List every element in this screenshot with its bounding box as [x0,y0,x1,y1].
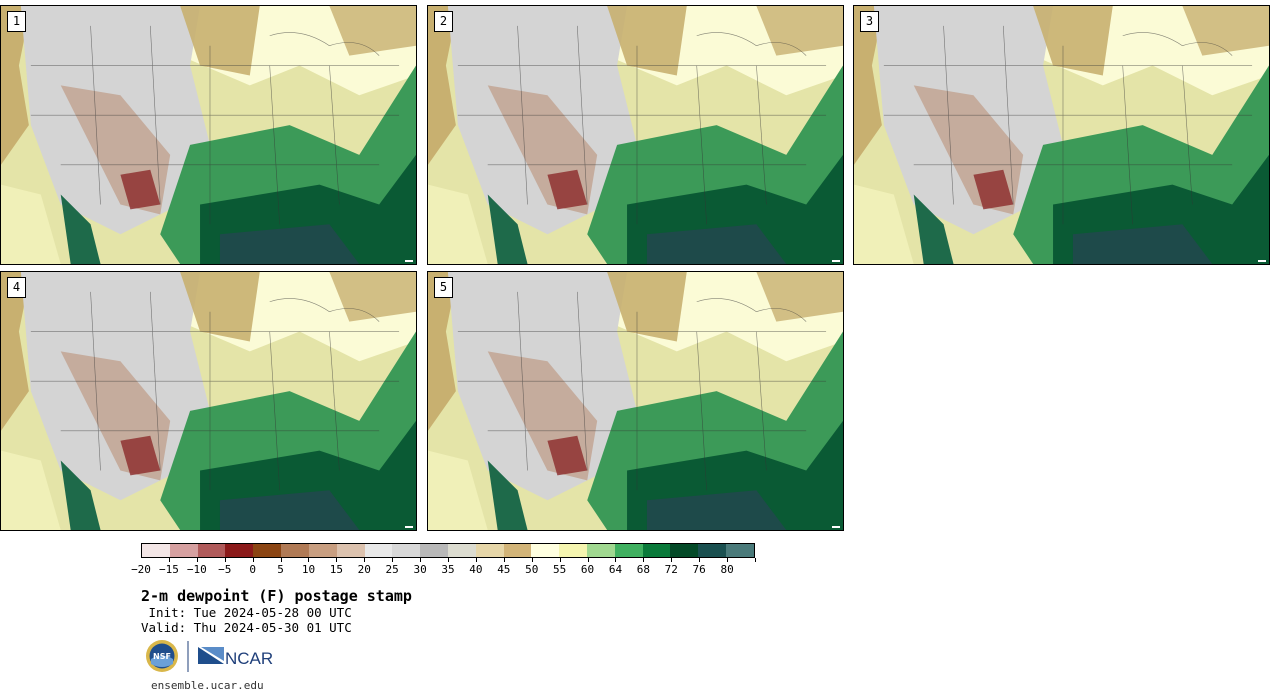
colorbar-tick-label: 72 [664,563,678,576]
ncar-text: NCAR [225,649,273,668]
map-panel-5: 5 [427,271,844,531]
colorbar-swatch [670,544,699,557]
corner-mark [405,260,413,262]
colorbar-tick [615,558,617,562]
dewpoint-map [1,272,416,530]
colorbar-swatch [559,544,587,557]
dewpoint-map [1,6,416,264]
colorbar-tick [727,558,729,562]
corner-mark [1258,260,1266,262]
colorbar-tick [643,558,645,562]
colorbar-tick-label: 45 [497,563,511,576]
corner-mark [832,526,840,528]
panel-number-label: 1 [7,11,26,32]
colorbar-swatch [420,544,448,557]
colorbar-tick [224,558,226,562]
colorbar-tick [392,558,394,562]
colorbar-tick-label: 30 [413,563,427,576]
colorbar-tick-label: 5 [277,563,284,576]
nsf-text: NSF [153,652,171,661]
logos: NSF NCAR [145,638,275,674]
colorbar-ticks: −20 −15 −10 −5 0 5 10 15 20 25 30 35 40 45 50 55 60 64 68 7… [131,558,756,578]
colorbar-tick-label: 25 [385,563,399,576]
colorbar-tick [196,558,198,562]
colorbar-swatch [447,544,476,557]
colorbar-tick-label: −15 [158,563,179,576]
page-title: 2-m dewpoint (F) postage stamp [141,587,412,605]
colorbar-swatch [169,544,198,557]
colorbar-swatch [281,544,309,557]
dewpoint-map [428,6,843,264]
panel-number-label: 5 [434,277,453,298]
colorbar-tick-label: 10 [301,563,316,576]
colorbar-tick-label: 15 [329,563,343,576]
colorbar-tick-label: 0 [249,563,256,576]
colorbar-tick-label: 50 [525,563,539,576]
colorbar-tick [280,558,282,562]
colorbar-swatch [336,544,365,557]
colorbar-swatch [614,544,643,557]
colorbar-tick [699,558,701,562]
colorbar-tick-label: 40 [469,563,483,576]
map-panel-3: 3 [853,5,1270,265]
colorbar-tick-label: −20 [131,563,151,576]
map-panel-2: 2 [427,5,844,265]
colorbar-tick [168,558,170,562]
colorbar-tick-label: 80 [720,563,734,576]
colorbar-swatch [392,544,421,557]
valid-time: Valid: Thu 2024-05-30 01 UTC [141,620,352,635]
dewpoint-map [428,272,843,530]
colorbar-swatch [531,544,560,557]
colorbar-swatch [253,544,282,557]
colorbar-tick [755,558,756,562]
colorbar-tick-label: 76 [692,563,706,576]
panel-number-label: 2 [434,11,453,32]
colorbar-tick-label: 68 [636,563,650,576]
colorbar-swatch [308,544,337,557]
colorbar-swatch [197,544,226,557]
colorbar-tick-label: 20 [357,563,371,576]
colorbar-tick-label: 35 [441,563,455,576]
init-time: Init: Tue 2024-05-28 00 UTC [141,605,352,620]
colorbar-tick-label: −5 [218,563,232,576]
colorbar [141,543,755,558]
colorbar-swatch [142,544,170,557]
panel-number-label: 3 [860,11,879,32]
colorbar-tick-label: −10 [186,563,207,576]
nsf-logo: NSF [146,640,178,672]
dewpoint-map [854,6,1269,264]
colorbar-tick [531,558,533,562]
colorbar-tick [559,558,561,562]
colorbar-tick-label: 64 [608,563,623,576]
colorbar-swatch [587,544,615,557]
colorbar-tick [252,558,254,562]
colorbar-tick [420,558,422,562]
corner-mark [405,526,413,528]
colorbar-swatch [364,544,393,557]
colorbar-tick [587,558,589,562]
colorbar-swatch [503,544,532,557]
map-panel-1: 1 [0,5,417,265]
colorbar-swatch [698,544,727,557]
ncar-logo: NCAR [198,647,273,668]
website-url: ensemble.ucar.edu [151,679,264,692]
colorbar-tick [308,558,310,562]
colorbar-tick [503,558,505,562]
colorbar-tick [448,558,449,562]
corner-mark [832,260,840,262]
nsf-ncar-logos: NSF NCAR [146,640,273,672]
colorbar-tick-label: 55 [553,563,567,576]
colorbar-swatch [642,544,671,557]
map-panel-4: 4 [0,271,417,531]
colorbar-tick [364,558,366,562]
colorbar-tick [475,558,477,562]
colorbar-tick [671,558,673,562]
colorbar-swatch [475,544,504,557]
panel-number-label: 4 [7,277,26,298]
colorbar-swatch [726,544,754,557]
colorbar-swatch [225,544,254,557]
colorbar-tick [336,558,338,562]
colorbar-tick-label: 60 [580,563,595,576]
